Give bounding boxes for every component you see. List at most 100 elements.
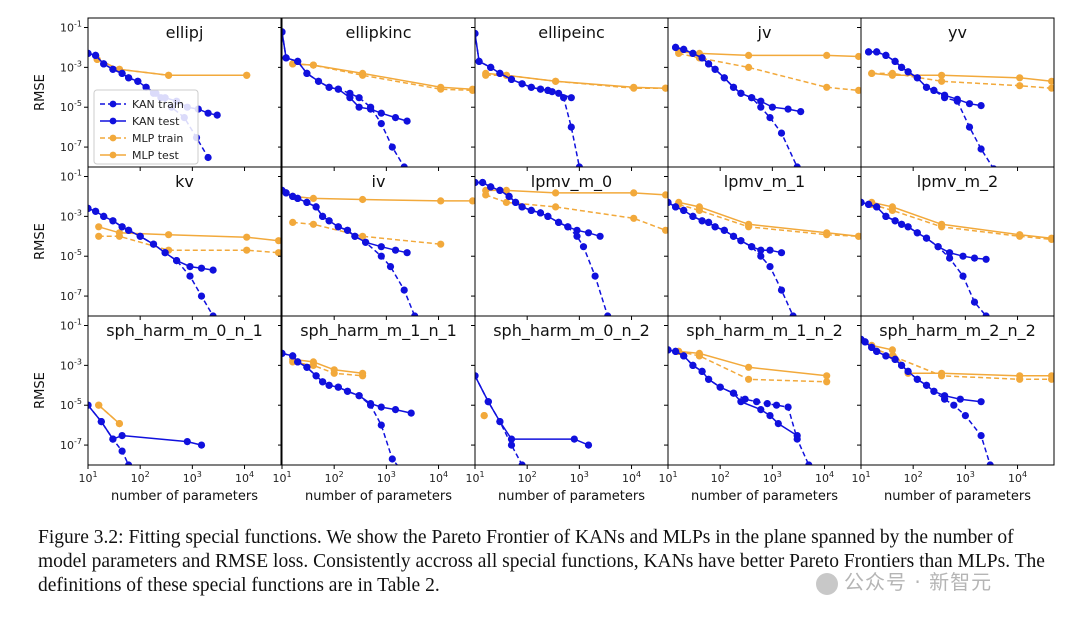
data-point [961, 412, 970, 420]
data-point [377, 243, 385, 251]
x-tick-label: 102 [904, 470, 923, 485]
data-point [766, 263, 774, 271]
data-point [668, 346, 672, 354]
watermark-logo-icon [816, 572, 838, 595]
data-point [289, 218, 297, 226]
data-point [570, 435, 578, 443]
x-tick-label: 104 [622, 470, 641, 485]
y-tick-label: 10-1 [60, 169, 82, 184]
data-point [705, 375, 713, 383]
data-point [946, 249, 954, 257]
x-tick-label: 104 [1008, 470, 1027, 485]
series-kan-test [88, 204, 217, 274]
series-line [88, 207, 214, 316]
x-axis-label: number of parameters [884, 489, 1031, 504]
data-point [243, 71, 251, 79]
x-tick-label: 102 [711, 470, 730, 485]
data-point [1048, 77, 1054, 85]
x-axis-label: number of parameters [305, 489, 452, 504]
data-point [165, 71, 173, 79]
series-kan-train [861, 335, 994, 465]
data-point [480, 412, 488, 420]
data-point [970, 254, 979, 262]
data-point [518, 80, 526, 88]
data-point [805, 461, 813, 465]
data-point [505, 192, 513, 200]
panel-title: sph_harm_m_0_n_1 [106, 321, 263, 341]
data-point [970, 298, 979, 306]
panel-sph-harm-m-0-n-1: sph_harm_m_0_n_1 10-1 10-3 10-5 10-7 101 102 10… [33, 315, 282, 504]
panel-title: iv [372, 172, 386, 191]
data-point [186, 272, 194, 280]
data-point [403, 117, 411, 125]
x-tick-label: 101 [465, 470, 484, 485]
data-point [197, 292, 206, 300]
data-point [737, 237, 745, 245]
figure-caption: Figure 3.2: Fitting special functions. W… [38, 527, 1045, 596]
data-point [680, 206, 688, 214]
data-point [309, 61, 317, 69]
data-point [882, 51, 890, 60]
data-point [115, 229, 123, 237]
data-point [873, 203, 881, 211]
data-point [1016, 82, 1024, 90]
plot-area [282, 186, 475, 316]
x-tick-label: 101 [78, 470, 97, 485]
data-point [1048, 372, 1054, 380]
data-point [868, 69, 876, 77]
data-point [400, 286, 408, 294]
series-line [868, 51, 994, 167]
series-kan-train [865, 48, 997, 167]
series-line [485, 189, 666, 196]
panel-ellipeinc: ellipeinc [471, 17, 669, 171]
panel-title: yv [948, 23, 967, 42]
data-point [502, 186, 510, 194]
data-point [861, 338, 869, 346]
data-point [680, 352, 688, 360]
series-mlp-test [675, 347, 831, 380]
x-tick-label: 102 [325, 470, 344, 485]
data-point [359, 232, 367, 240]
data-point [243, 246, 251, 254]
data-point [823, 372, 831, 380]
series-line [282, 352, 412, 414]
panel-title: sph_harm_m_2_n_2 [879, 321, 1036, 341]
series-kan-test [475, 372, 593, 449]
data-point [904, 367, 912, 375]
data-point [922, 234, 931, 242]
plot-area [865, 48, 1054, 167]
data-point [630, 83, 638, 91]
data-point [536, 209, 545, 217]
data-point [312, 203, 320, 211]
data-point [668, 198, 672, 206]
data-point [88, 204, 92, 212]
x-tick-label: 103 [183, 470, 202, 485]
data-point [567, 94, 575, 102]
panel-title: ellipj [166, 23, 204, 42]
data-point [1016, 231, 1024, 239]
data-point [745, 220, 753, 228]
data-point [695, 349, 704, 357]
data-point [518, 203, 526, 211]
data-point [377, 421, 385, 429]
series-line [292, 195, 473, 202]
data-point [737, 89, 745, 97]
data-point [411, 312, 419, 316]
data-point [930, 86, 938, 94]
series-line [678, 51, 859, 58]
series-kan-test [672, 43, 805, 116]
data-point [689, 49, 697, 58]
data-point [496, 69, 504, 77]
data-point [982, 312, 990, 316]
series-kan-train [282, 349, 399, 465]
data-point [774, 420, 782, 428]
y-tick-label: 10-3 [60, 59, 82, 74]
data-point [882, 212, 890, 220]
data-point [475, 372, 479, 380]
data-point [314, 77, 323, 85]
series-line [98, 404, 120, 425]
data-point [953, 95, 961, 103]
data-point [934, 243, 942, 251]
x-axis-label: number of parameters [498, 489, 645, 504]
data-point [391, 406, 400, 414]
